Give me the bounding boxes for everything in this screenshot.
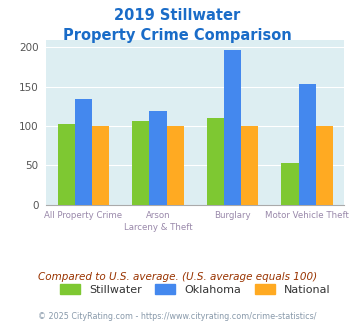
Text: Property Crime Comparison: Property Crime Comparison: [63, 28, 292, 43]
Bar: [75, 99, 92, 205]
Bar: [58, 124, 75, 205]
Text: 2019 Stillwater: 2019 Stillwater: [114, 8, 241, 23]
Bar: [224, 50, 241, 205]
Text: All Property Crime: All Property Crime: [44, 211, 122, 220]
Text: Arson: Arson: [146, 211, 170, 220]
Text: © 2025 CityRating.com - https://www.cityrating.com/crime-statistics/: © 2025 CityRating.com - https://www.city…: [38, 312, 317, 321]
Bar: [166, 126, 184, 205]
Bar: [316, 126, 333, 205]
Bar: [92, 126, 109, 205]
Bar: [241, 126, 258, 205]
Text: Motor Vehicle Theft: Motor Vehicle Theft: [265, 211, 349, 220]
Bar: [132, 121, 149, 205]
Text: Compared to U.S. average. (U.S. average equals 100): Compared to U.S. average. (U.S. average …: [38, 272, 317, 282]
Bar: [282, 163, 299, 205]
Text: Larceny & Theft: Larceny & Theft: [124, 223, 192, 232]
Bar: [299, 84, 316, 205]
Bar: [149, 111, 166, 205]
Bar: [207, 118, 224, 205]
Legend: Stillwater, Oklahoma, National: Stillwater, Oklahoma, National: [56, 280, 334, 299]
Text: Burglary: Burglary: [214, 211, 251, 220]
